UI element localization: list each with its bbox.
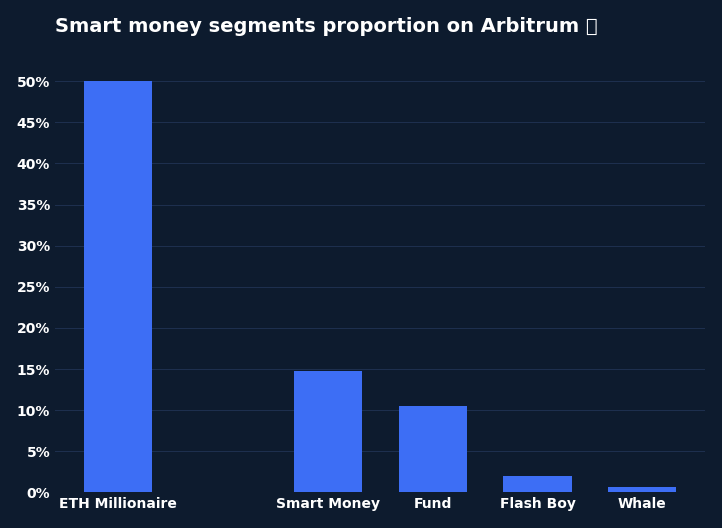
Bar xyxy=(713,489,722,493)
Bar xyxy=(399,406,466,493)
Bar xyxy=(294,371,362,493)
Bar xyxy=(84,81,152,493)
Bar xyxy=(503,476,572,493)
Bar xyxy=(609,487,677,493)
Text: Smart money segments proportion on Arbitrum ⓘ: Smart money segments proportion on Arbit… xyxy=(55,17,598,36)
